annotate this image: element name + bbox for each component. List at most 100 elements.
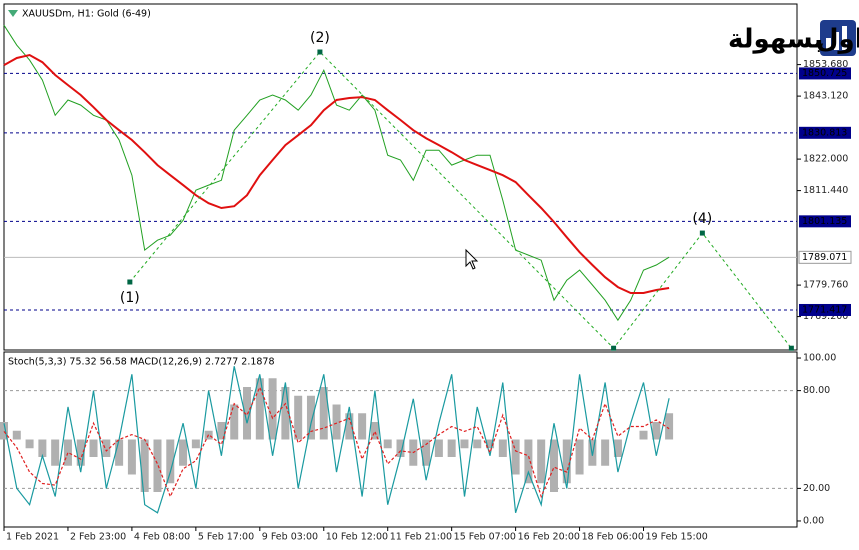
wave-point (317, 49, 323, 55)
chart-title: XAUUSDm, H1: Gold (6-49) (22, 9, 151, 20)
macd-bar (460, 439, 469, 449)
macd-bar (217, 422, 226, 440)
y-tick-label: 20.00 (803, 483, 830, 494)
y-tick-label: 1779.760 (803, 280, 848, 291)
macd-bar (434, 439, 443, 457)
logo-word: بسهولة (728, 25, 823, 55)
macd-bar (115, 439, 124, 466)
x-tick-label: 19 Feb 15:00 (646, 532, 708, 543)
macd-bar (537, 439, 546, 484)
macd-bar (396, 439, 405, 457)
macd-bar (140, 439, 149, 492)
wave-point (788, 345, 794, 351)
wave-point (611, 345, 617, 351)
y-tick-label: 80.00 (803, 385, 830, 396)
macd-bar (153, 439, 162, 492)
macd-bar (383, 439, 392, 449)
wave-label: (1) (120, 290, 140, 306)
x-tick-label: 10 Feb 12:00 (326, 532, 388, 543)
wave-point (699, 230, 705, 236)
x-tick-label: 2 Feb 23:00 (70, 532, 126, 543)
x-tick-label: 18 Feb 06:00 (582, 532, 644, 543)
macd-bar (38, 439, 47, 457)
x-tick-label: 4 Feb 08:00 (134, 532, 190, 543)
wave-label: (2) (310, 30, 330, 46)
level-label: 1850.725 (802, 68, 847, 79)
moving-average (3, 53, 670, 294)
macd-bar (639, 430, 648, 440)
macd-bar (652, 422, 661, 440)
macd-bar (511, 439, 520, 475)
oscillator-title: Stoch(5,3,3) 75.32 56.58 MACD(12,26,9) 2… (8, 357, 275, 368)
wave-label: (4) (692, 211, 712, 227)
symbol-icon (8, 10, 18, 17)
macd-bar (51, 439, 60, 466)
macd-bar (549, 439, 558, 492)
macd-bar (281, 387, 290, 440)
macd-bar (268, 378, 277, 440)
level-label: 1801.135 (802, 216, 847, 227)
y-tick-label: 1853.680 (803, 59, 848, 70)
wave-point (127, 279, 133, 285)
x-tick-label: 5 Feb 17:00 (198, 532, 254, 543)
x-tick-label: 11 Feb 21:00 (390, 532, 452, 543)
y-tick-label: 1769.200 (803, 311, 848, 322)
macd-bar (230, 404, 239, 440)
logo-word: التداول (816, 25, 859, 55)
macd-bar (0, 422, 8, 440)
price-line (3, 24, 670, 322)
current-price-label: 1789.071 (802, 252, 847, 263)
macd-bar (358, 413, 367, 440)
y-tick-label: 1843.120 (803, 91, 848, 102)
y-tick-label: 100.00 (803, 353, 836, 364)
macd-bar (486, 439, 495, 449)
x-tick-label: 1 Feb 2021 (6, 532, 59, 543)
y-tick-label: 1811.440 (803, 185, 848, 196)
y-tick-label: 0.00 (803, 515, 824, 526)
macd-bar (25, 439, 34, 449)
mouse-cursor (465, 248, 479, 270)
macd-bar (179, 439, 188, 466)
x-tick-label: 9 Feb 03:00 (262, 532, 318, 543)
macd-bar (370, 422, 379, 440)
macd-bar (665, 413, 674, 440)
level-label: 1771.417 (802, 304, 847, 315)
level-box (799, 126, 851, 139)
macd-bar (166, 439, 175, 484)
x-tick-label: 15 Feb 07:00 (454, 532, 516, 543)
macd-bar (102, 439, 111, 457)
level-box (799, 215, 851, 228)
macd-bar (332, 404, 341, 440)
macd-bar (575, 439, 584, 475)
level-label: 1830.813 (802, 127, 847, 138)
macd-bar (447, 439, 456, 457)
stoch-main (3, 366, 670, 514)
macd-bar (498, 439, 507, 457)
level-box (799, 67, 851, 80)
y-tick-label: 1822.000 (803, 154, 848, 165)
macd-bar (473, 439, 482, 449)
macd-bar (89, 439, 98, 457)
macd-bar (76, 439, 85, 466)
macd-bar (243, 387, 252, 440)
stoch-signal (3, 385, 670, 499)
macd-bar (191, 439, 200, 449)
macd-bar (255, 378, 264, 440)
macd-bar (422, 439, 431, 466)
macd-bar (63, 439, 72, 466)
macd-bar (345, 413, 354, 440)
macd-bar (562, 439, 571, 484)
logo-icon (820, 20, 856, 56)
macd-bar (613, 439, 622, 457)
macd-bar (524, 439, 533, 484)
x-tick-label: 16 Feb 20:00 (518, 532, 580, 543)
macd-bar (306, 395, 315, 440)
current-price-box (798, 250, 852, 264)
macd-bar (127, 439, 136, 475)
price-panel (3, 3, 798, 351)
level-box (799, 303, 851, 316)
macd-bar (12, 430, 21, 440)
macd-bar (601, 439, 610, 466)
